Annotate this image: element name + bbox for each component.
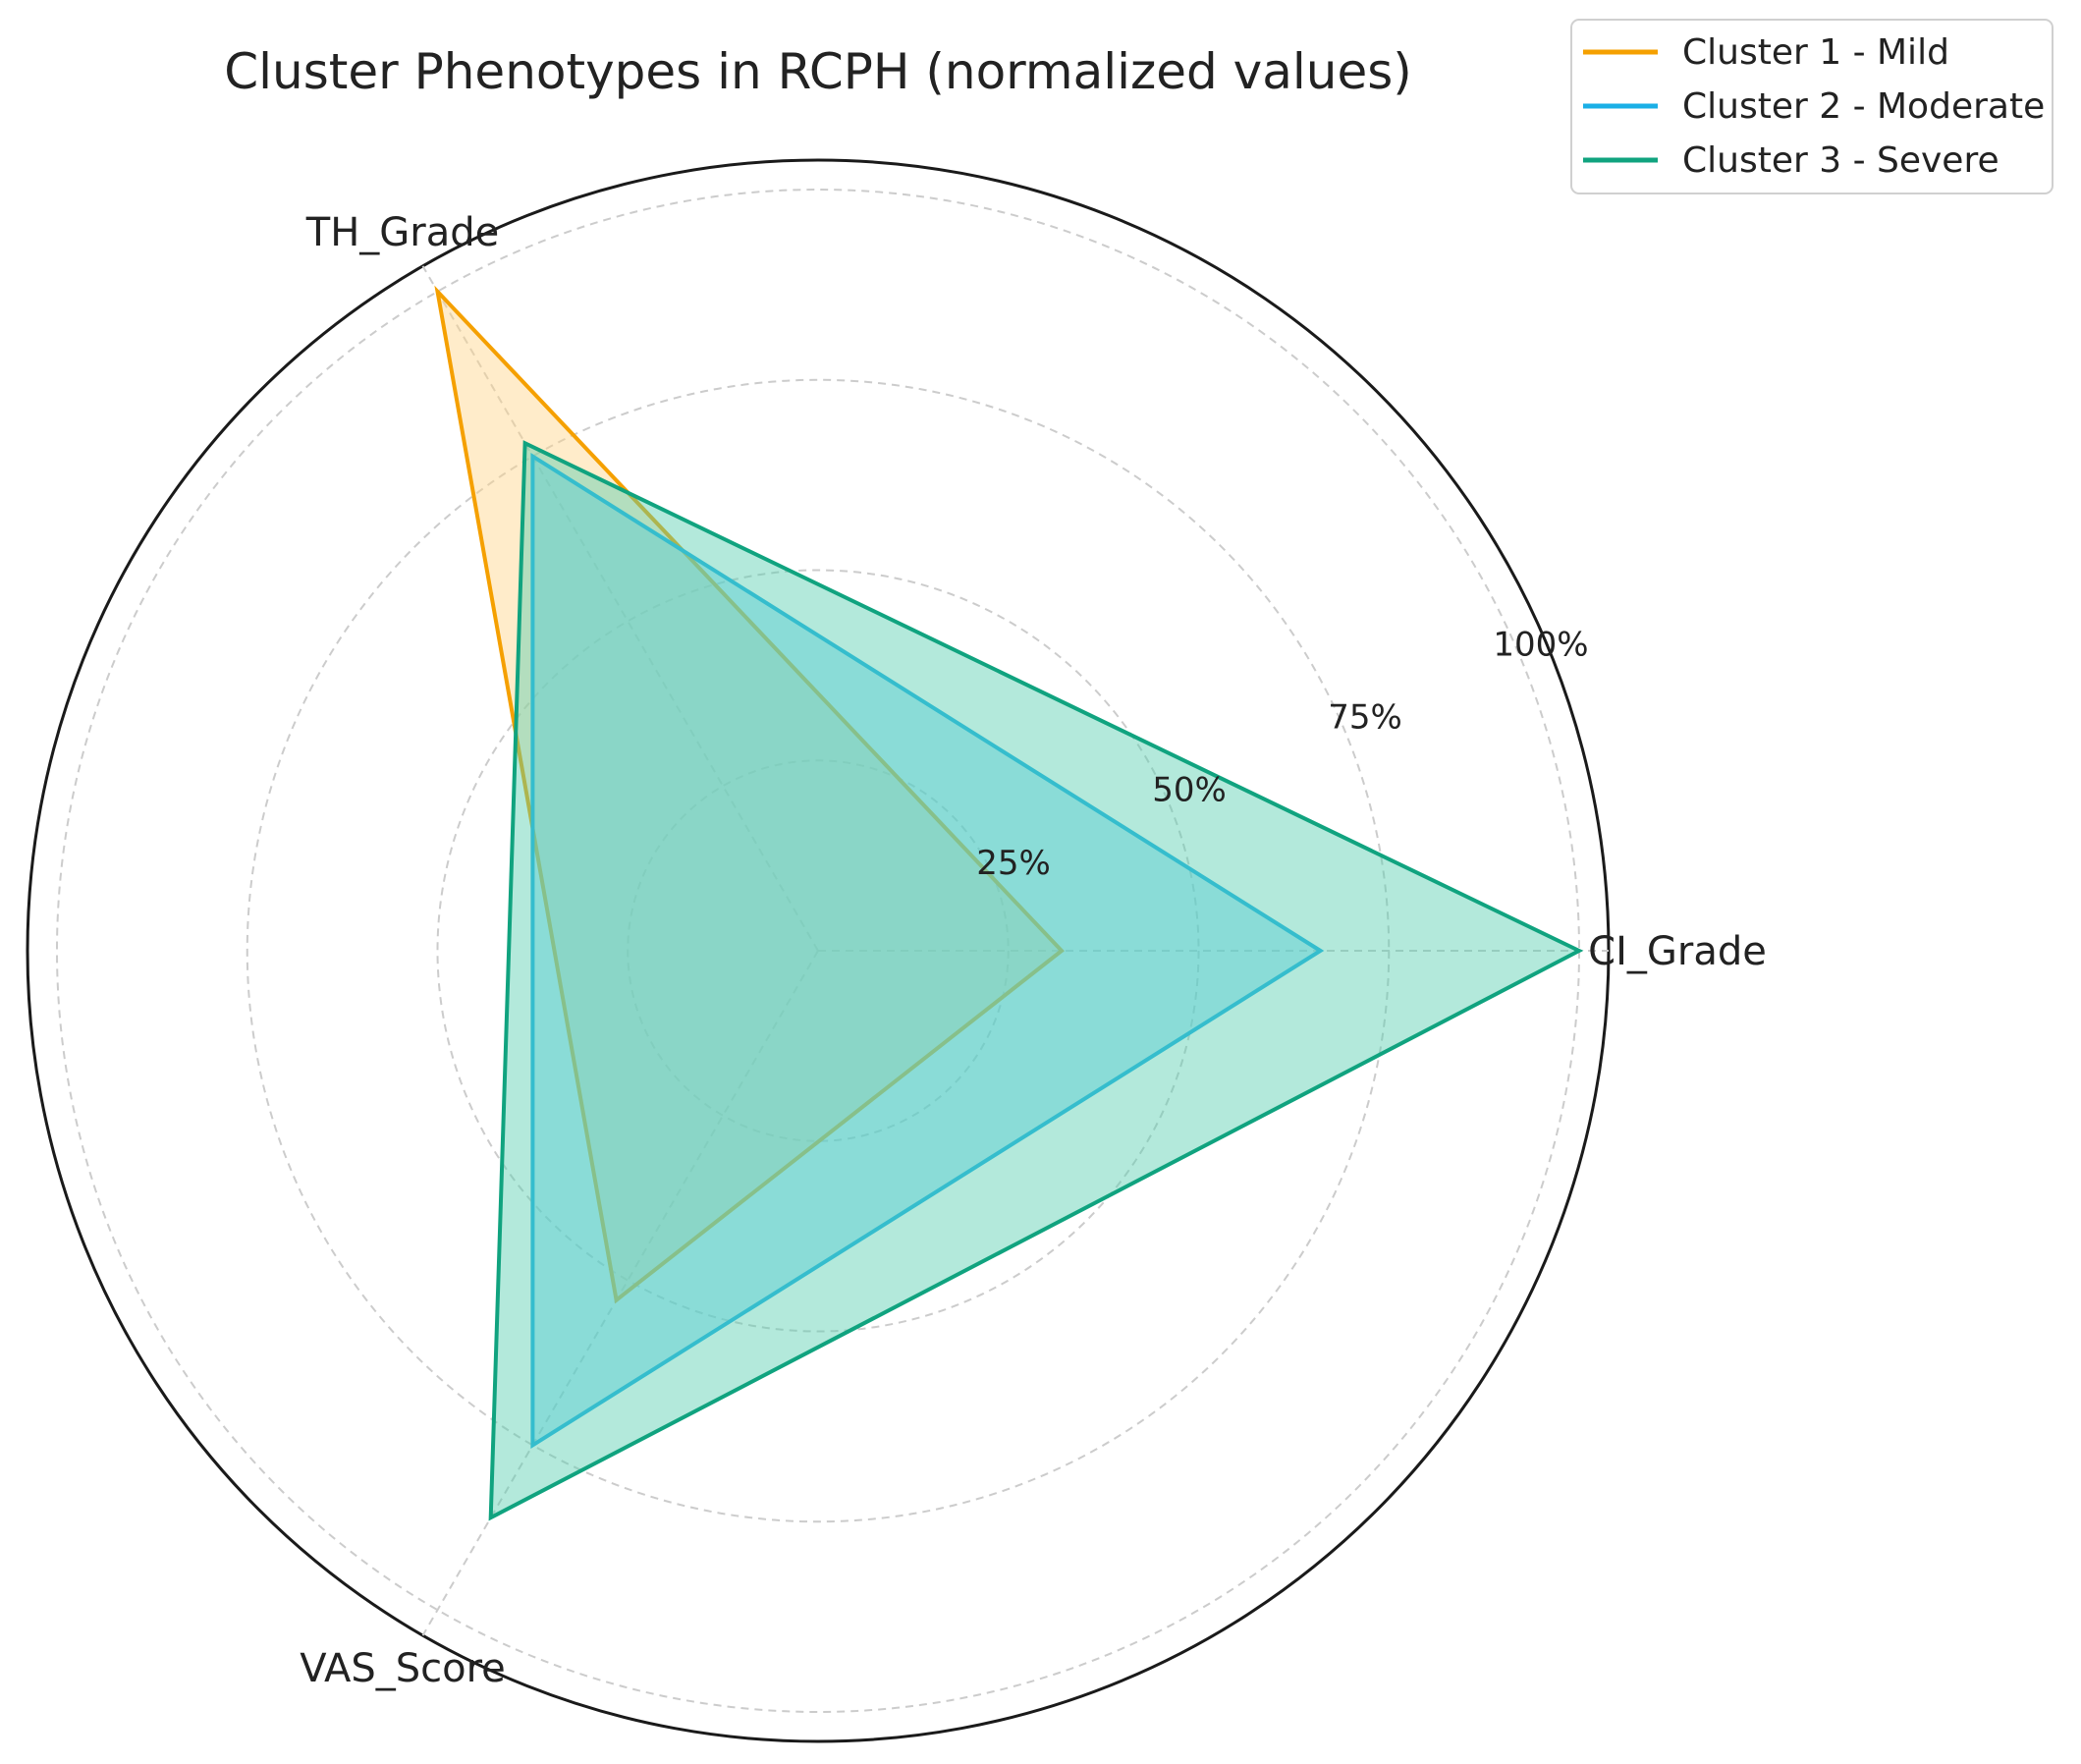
legend-label-series-2: Cluster 2 - Moderate — [1682, 86, 2045, 127]
axis-label-ci-grade: CI_Grade — [1588, 929, 1767, 974]
grid-circle-1 — [627, 759, 1010, 1142]
chart-title: Cluster Phenotypes in RCPH (normalized v… — [224, 43, 1412, 100]
grid-circle-2 — [436, 569, 1200, 1333]
series-1-polygon — [434, 285, 1065, 1304]
radial-tick-label-3: 75% — [1328, 698, 1402, 738]
legend: Cluster 1 - Mild Cluster 2 - Moderate Clus… — [1570, 19, 2054, 194]
legend-frame — [1570, 19, 2054, 194]
radial-tick-label-1: 25% — [976, 844, 1051, 883]
radial-tick-label-4: 100% — [1493, 625, 1588, 664]
series-layer — [434, 285, 1584, 1521]
series-2-polygon — [530, 452, 1325, 1450]
axis-label-vas-score: VAS_Score — [300, 1646, 506, 1691]
legend-label-series-3: Cluster 3 - Severe — [1682, 140, 1999, 181]
axis-label-th-grade: TH_Grade — [305, 210, 499, 255]
series-3-polygon — [488, 440, 1584, 1521]
radial-tick-labels: 25% 50% 75% 100% — [976, 625, 1588, 882]
legend-label-series-1: Cluster 1 - Mild — [1682, 32, 1949, 73]
radial-tick-label-2: 50% — [1152, 771, 1227, 810]
axis-labels: CI_Grade TH_Grade VAS_Score — [300, 210, 1767, 1691]
